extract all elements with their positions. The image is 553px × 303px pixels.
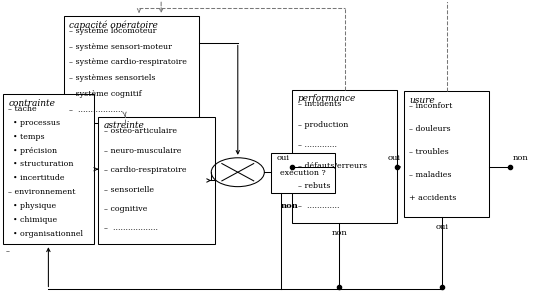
Text: – sensorielle: – sensorielle: [104, 186, 154, 194]
FancyBboxPatch shape: [404, 91, 489, 217]
Text: • organisationnel: • organisationnel: [8, 230, 84, 238]
Text: oui: oui: [436, 223, 449, 231]
Text: – cognitive: – cognitive: [104, 205, 147, 213]
Text: astreinte: astreinte: [104, 122, 145, 130]
Text: • structuration: • structuration: [8, 160, 74, 168]
Text: – .............: – .............: [298, 141, 337, 149]
Text: + accidents: + accidents: [409, 194, 457, 202]
Text: oui: oui: [388, 154, 401, 161]
Text: • physique: • physique: [8, 202, 56, 210]
FancyBboxPatch shape: [3, 94, 94, 245]
Text: –  .............: – .............: [298, 202, 339, 210]
Text: – douleurs: – douleurs: [409, 125, 451, 133]
Text: – cardio-respiratoire: – cardio-respiratoire: [104, 166, 186, 174]
Text: – système sensori-moteur: – système sensori-moteur: [69, 43, 172, 51]
Text: – incidents: – incidents: [298, 100, 341, 108]
Text: non: non: [281, 202, 299, 210]
FancyBboxPatch shape: [64, 16, 199, 123]
Text: • temps: • temps: [8, 133, 45, 141]
FancyBboxPatch shape: [292, 89, 397, 223]
Text: • précision: • précision: [8, 147, 58, 155]
Text: – systèmes sensoriels: – systèmes sensoriels: [69, 74, 155, 82]
FancyBboxPatch shape: [271, 153, 335, 193]
Text: – neuro-musculaire: – neuro-musculaire: [104, 147, 181, 155]
Text: – troubles: – troubles: [409, 148, 449, 156]
Text: • chimique: • chimique: [8, 216, 58, 224]
Text: – système cardio-respiratoire: – système cardio-respiratoire: [69, 58, 187, 66]
Text: –  ..................: – ..................: [104, 225, 158, 232]
Text: – rebuts: – rebuts: [298, 182, 330, 190]
Text: non: non: [331, 229, 347, 237]
Text: exécution ?: exécution ?: [280, 169, 326, 177]
Text: usure: usure: [409, 96, 435, 105]
Text: contrainte: contrainte: [8, 99, 55, 108]
Text: –: –: [6, 247, 9, 255]
Text: –  ..................: – ..................: [69, 106, 123, 114]
Text: – inconfort: – inconfort: [409, 102, 452, 110]
Text: oui: oui: [276, 154, 289, 161]
Text: – système cognitif: – système cognitif: [69, 90, 142, 98]
Text: – production: – production: [298, 121, 348, 129]
Text: – défauts/erreurs: – défauts/erreurs: [298, 161, 367, 170]
Text: – environnement: – environnement: [8, 188, 76, 196]
Text: – maladies: – maladies: [409, 171, 452, 179]
FancyBboxPatch shape: [98, 117, 215, 245]
Text: • incertitude: • incertitude: [8, 174, 65, 182]
Text: • processus: • processus: [8, 119, 60, 127]
Text: – ostéo-articulaire: – ostéo-articulaire: [104, 127, 177, 135]
Text: – tâche: – tâche: [8, 105, 37, 113]
Text: performance: performance: [298, 94, 356, 103]
Text: non: non: [513, 154, 529, 162]
Text: capacité opératoire: capacité opératoire: [69, 21, 158, 30]
Text: – système locomoteur: – système locomoteur: [69, 27, 156, 35]
